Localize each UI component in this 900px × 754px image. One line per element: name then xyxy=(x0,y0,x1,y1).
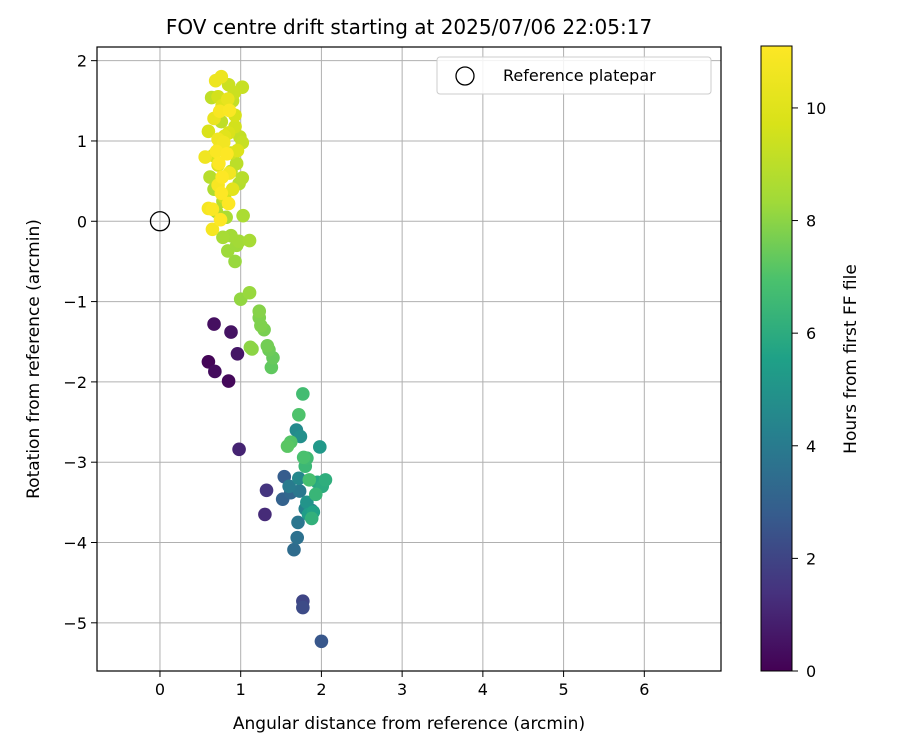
data-point xyxy=(308,487,323,502)
legend: Reference platepar xyxy=(436,56,712,95)
data-point xyxy=(292,408,306,422)
y-tick-label: 2 xyxy=(77,52,87,71)
data-point xyxy=(221,374,236,388)
colorbar-tick-label: 4 xyxy=(806,437,816,456)
data-point xyxy=(212,104,227,119)
data-point xyxy=(245,342,259,356)
data-point xyxy=(232,442,246,457)
y-tick-label: 0 xyxy=(77,212,87,231)
data-point xyxy=(230,346,245,361)
colorbar: 0 2 4 6 8 10 Hours from first FF file xyxy=(760,45,861,681)
data-point xyxy=(205,202,220,217)
x-tick-label: 1 xyxy=(236,680,246,699)
colorbar-ticks: 0 2 4 6 8 10 xyxy=(792,99,826,681)
data-point xyxy=(220,147,234,161)
data-point xyxy=(216,230,230,245)
data-point xyxy=(236,208,250,223)
data-point xyxy=(198,150,212,164)
y-tick-label: 1 xyxy=(77,132,87,151)
x-tick-label: 4 xyxy=(478,680,488,699)
data-point xyxy=(201,355,216,369)
y-tick-label: −1 xyxy=(63,293,87,312)
colorbar-tick-label: 10 xyxy=(806,99,826,118)
x-tick-label: 5 xyxy=(558,680,568,699)
colorbar-tick-label: 6 xyxy=(806,324,816,343)
y-tick-label: −3 xyxy=(63,453,87,472)
data-point xyxy=(259,483,274,498)
data-point xyxy=(208,73,223,88)
x-tick-label: 6 xyxy=(639,680,649,699)
y-axis-label: Rotation from reference (arcmin) xyxy=(24,219,44,499)
colorbar-tick-label: 8 xyxy=(806,212,816,231)
data-point xyxy=(290,530,304,545)
legend-marker-icon xyxy=(455,66,475,86)
x-tick-label: 3 xyxy=(397,680,407,699)
data-point xyxy=(296,387,310,401)
data-point xyxy=(215,170,229,184)
data-point xyxy=(230,143,245,158)
data-point xyxy=(260,338,275,353)
colorbar-tick-label: 2 xyxy=(806,549,816,568)
data-point xyxy=(242,233,257,248)
x-tick-label: 0 xyxy=(155,680,165,699)
data-point xyxy=(292,484,307,498)
legend-entry-reference: Reference platepar xyxy=(503,66,656,85)
data-point xyxy=(225,182,240,196)
data-point xyxy=(280,439,295,453)
data-point xyxy=(242,285,257,300)
x-axis-ticks: 0 1 2 3 4 5 6 xyxy=(155,671,649,699)
data-point xyxy=(282,479,296,494)
data-point xyxy=(304,511,319,526)
reference-point-marker xyxy=(149,211,171,232)
data-point xyxy=(252,304,267,319)
data-point xyxy=(312,440,327,454)
data-point xyxy=(314,634,329,649)
data-point xyxy=(224,325,238,339)
data-point xyxy=(291,515,305,530)
x-tick-label: 2 xyxy=(316,680,326,699)
data-point xyxy=(221,196,236,211)
legend-box xyxy=(436,56,712,95)
x-axis-label: Angular distance from reference (arcmin) xyxy=(233,714,585,734)
data-point xyxy=(292,471,306,486)
colorbar-tick-label: 0 xyxy=(806,662,816,681)
y-axis-ticks: −5 −4 −3 −2 −1 0 1 2 xyxy=(63,52,97,633)
reference-marker-group xyxy=(149,211,171,232)
data-point xyxy=(207,317,221,331)
colorbar-label: Hours from first FF file xyxy=(841,264,861,454)
data-point xyxy=(201,124,216,139)
data-point xyxy=(300,495,314,510)
data-point xyxy=(208,364,222,379)
y-tick-label: −2 xyxy=(63,373,87,392)
data-point xyxy=(214,186,229,200)
data-point xyxy=(296,450,311,465)
data-point xyxy=(258,507,272,522)
data-point xyxy=(222,103,237,118)
data-point xyxy=(212,156,226,171)
data-point xyxy=(287,542,301,557)
data-point xyxy=(213,212,228,227)
data-point xyxy=(228,254,242,269)
data-point xyxy=(318,473,333,487)
data-point xyxy=(205,222,220,237)
data-point xyxy=(296,600,310,615)
data-point xyxy=(229,156,244,171)
data-points xyxy=(198,69,333,649)
grid-lines xyxy=(97,47,721,671)
plot-frame xyxy=(96,46,722,672)
y-tick-label: −4 xyxy=(63,534,87,553)
data-point xyxy=(302,473,317,487)
data-point xyxy=(209,144,224,159)
data-point xyxy=(220,92,235,107)
chart-title: FOV centre drift starting at 2025/07/06 … xyxy=(166,15,652,39)
y-tick-label: −5 xyxy=(63,614,87,633)
data-point xyxy=(235,171,250,185)
colorbar-gradient xyxy=(760,45,793,672)
